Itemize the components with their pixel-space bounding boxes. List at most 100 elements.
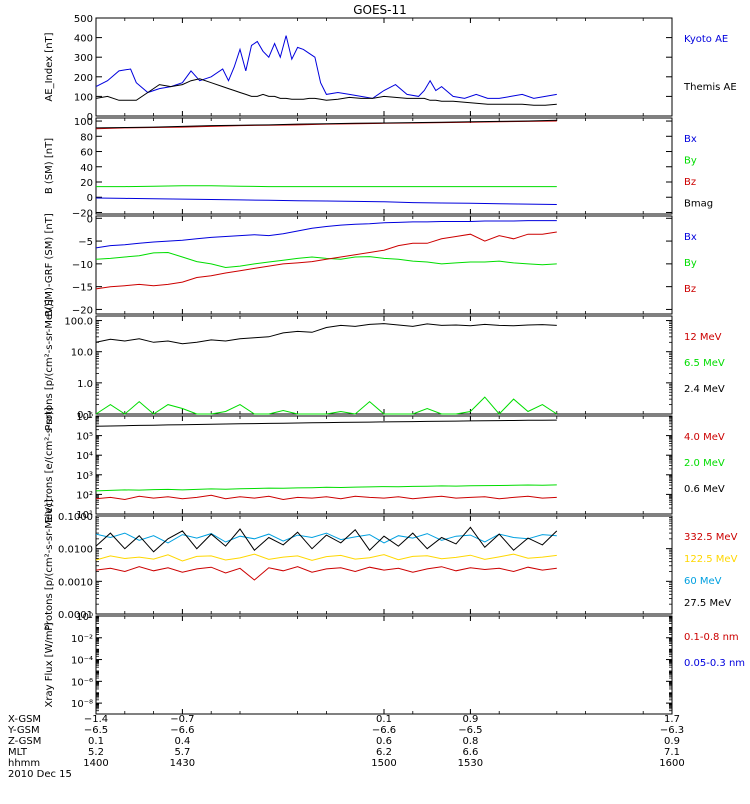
y-tick-label: 60 bbox=[80, 148, 93, 159]
y-tick-label: 10⁻² bbox=[71, 634, 93, 645]
series-line-3-2 bbox=[95, 251, 557, 269]
series-line-3-1 bbox=[95, 220, 557, 249]
y-axis-label: AE_Index [nT] bbox=[44, 32, 55, 101]
y-tick-label: −10 bbox=[72, 260, 93, 271]
legend-label: 2.4 MeV bbox=[684, 384, 725, 395]
x-tick-value: 0.4 bbox=[174, 736, 190, 747]
x-tick-value: 1.7 bbox=[664, 714, 680, 725]
series-line-5-2 bbox=[95, 484, 557, 492]
series-line-6-3 bbox=[95, 532, 557, 544]
panel-7: 10⁻⁸ 10⁻⁶ 10⁻⁴ 10⁻² 10⁰ Xray Flux [W/m²] 0.1-0… bbox=[44, 612, 745, 715]
legend-label: 27.5 MeV bbox=[684, 598, 731, 609]
y-tick-label: 400 bbox=[74, 34, 93, 45]
panel-frame bbox=[95, 415, 673, 515]
x-tick-value: 0.8 bbox=[462, 736, 478, 747]
legend-label: Bx bbox=[684, 134, 697, 145]
legend-label: Bx bbox=[684, 232, 697, 243]
panel-3: −20 −15 −10 −5 0 B(SM)-GRF (SM) [nT] Bx By Bz bbox=[44, 213, 697, 317]
series-line-6-1 bbox=[95, 566, 557, 581]
series-line-1-1 bbox=[95, 35, 557, 99]
x-row-label: Z-GSM bbox=[8, 736, 41, 747]
y-tick-label: 0.1 bbox=[77, 410, 93, 421]
legend-label: 12 MeV bbox=[684, 332, 722, 343]
y-tick-label: 10² bbox=[76, 490, 93, 501]
x-tick-value: −0.7 bbox=[170, 714, 194, 725]
y-axis-label: Protons [p/(cm²-s-sr-MeV)] bbox=[44, 299, 55, 431]
x-tick-value: 5.7 bbox=[174, 747, 190, 758]
plot-title: GOES-11 bbox=[353, 3, 407, 17]
x-tick-value: 1600 bbox=[659, 758, 684, 769]
y-tick-label: −5 bbox=[78, 237, 93, 248]
y-tick-label: 10⁵ bbox=[76, 432, 93, 443]
y-tick-label: 0 bbox=[87, 193, 93, 204]
legend-label: 0.05-0.3 nm bbox=[684, 658, 745, 669]
y-tick-label: 100 bbox=[74, 92, 93, 103]
y-tick-label: 1.0 bbox=[77, 379, 93, 390]
series-line-2-1 bbox=[95, 197, 557, 205]
y-tick-label: 20 bbox=[80, 178, 93, 189]
x-row-label: X-GSM bbox=[8, 714, 41, 725]
legend-label: Bz bbox=[684, 177, 696, 188]
panel-frame bbox=[95, 17, 673, 117]
y-tick-label: 0.0100 bbox=[58, 545, 93, 556]
y-tick-label: 0.0001 bbox=[58, 610, 93, 621]
y-tick-label: 500 bbox=[74, 14, 93, 25]
y-tick-label: 10⁻⁴ bbox=[71, 656, 93, 667]
legend-label: Themis AE bbox=[683, 82, 737, 93]
x-tick-value: 1530 bbox=[458, 758, 483, 769]
y-tick-label: 10⁴ bbox=[76, 451, 93, 462]
y-tick-label: 10⁰ bbox=[76, 612, 93, 623]
y-tick-label: 10.0 bbox=[71, 348, 93, 359]
series-line-2-4 bbox=[95, 119, 557, 129]
y-tick-label: 10⁶ bbox=[76, 412, 93, 423]
legend-label: 2.0 MeV bbox=[684, 458, 725, 469]
x-row-label: 2010 Dec 15 bbox=[8, 769, 72, 780]
y-axis-label: Xray Flux [W/m²] bbox=[44, 622, 55, 707]
legend-label: Kyoto AE bbox=[684, 34, 728, 45]
y-axis-label: B (SM) [nT] bbox=[44, 138, 55, 194]
panel-1: 0 100 200 300 400 500 AE_Index [nT] Kyoto AE The… bbox=[44, 14, 737, 123]
legend-label: Bz bbox=[684, 284, 696, 295]
x-tick-value: 0.9 bbox=[664, 736, 680, 747]
x-tick-value: 1430 bbox=[170, 758, 195, 769]
y-tick-label: 0 bbox=[87, 214, 93, 225]
x-tick-value: 6.2 bbox=[376, 747, 392, 758]
y-tick-label: 10⁻⁶ bbox=[71, 677, 93, 688]
series-line-2-2 bbox=[96, 185, 557, 188]
series-line-5-3 bbox=[95, 419, 557, 427]
legend-label: 0.6 MeV bbox=[684, 484, 725, 495]
x-tick-value: 0.1 bbox=[376, 714, 392, 725]
x-tick-value: 0.9 bbox=[462, 714, 478, 725]
panel-5: 10¹ 10² 10³ 10⁴ 10⁵ 10⁶ Electrons [e/(cm²-s-sr… bbox=[44, 407, 725, 523]
y-tick-label: 100 bbox=[74, 117, 93, 128]
x-tick-value: −6.5 bbox=[458, 725, 482, 736]
panel-2: −20 0 20 40 60 80 100 B (SM) [nT] Bx By Bz Bmag bbox=[44, 117, 713, 219]
y-axis-label: B(SM)-GRF (SM) [nT] bbox=[44, 213, 55, 317]
legend-label: By bbox=[684, 258, 697, 269]
y-tick-label: 80 bbox=[80, 132, 93, 143]
series-line-2-3 bbox=[95, 120, 557, 130]
y-tick-label: 200 bbox=[74, 73, 93, 84]
series-line-6-2 bbox=[95, 553, 557, 562]
legend-label: By bbox=[684, 156, 697, 167]
y-tick-label: 300 bbox=[74, 53, 93, 64]
series-line-3-3 bbox=[95, 231, 557, 290]
x-tick-value: −6.6 bbox=[372, 725, 396, 736]
series-line-5-1 bbox=[95, 494, 557, 501]
panel-4: 0.1 1.0 10.0 100.0 Protons [p/(cm²-s-sr-MeV)… bbox=[44, 299, 725, 431]
y-tick-label: −20 bbox=[72, 305, 93, 316]
x-tick-value: −6.5 bbox=[84, 725, 108, 736]
y-axis-label: Protons [p/(cm²-s-sr-MeV)] bbox=[44, 499, 55, 631]
x-tick-value: −1.4 bbox=[84, 714, 108, 725]
x-tick-value: −6.3 bbox=[660, 725, 684, 736]
x-tick-value: 1400 bbox=[83, 758, 108, 769]
y-tick-label: 100.0 bbox=[64, 317, 93, 328]
y-tick-label: 10¹ bbox=[76, 510, 93, 521]
y-tick-label: −15 bbox=[72, 283, 93, 294]
series-line-1-2 bbox=[95, 78, 557, 106]
legend-label: 122.5 MeV bbox=[684, 554, 738, 565]
series-line-4-2 bbox=[95, 396, 558, 415]
